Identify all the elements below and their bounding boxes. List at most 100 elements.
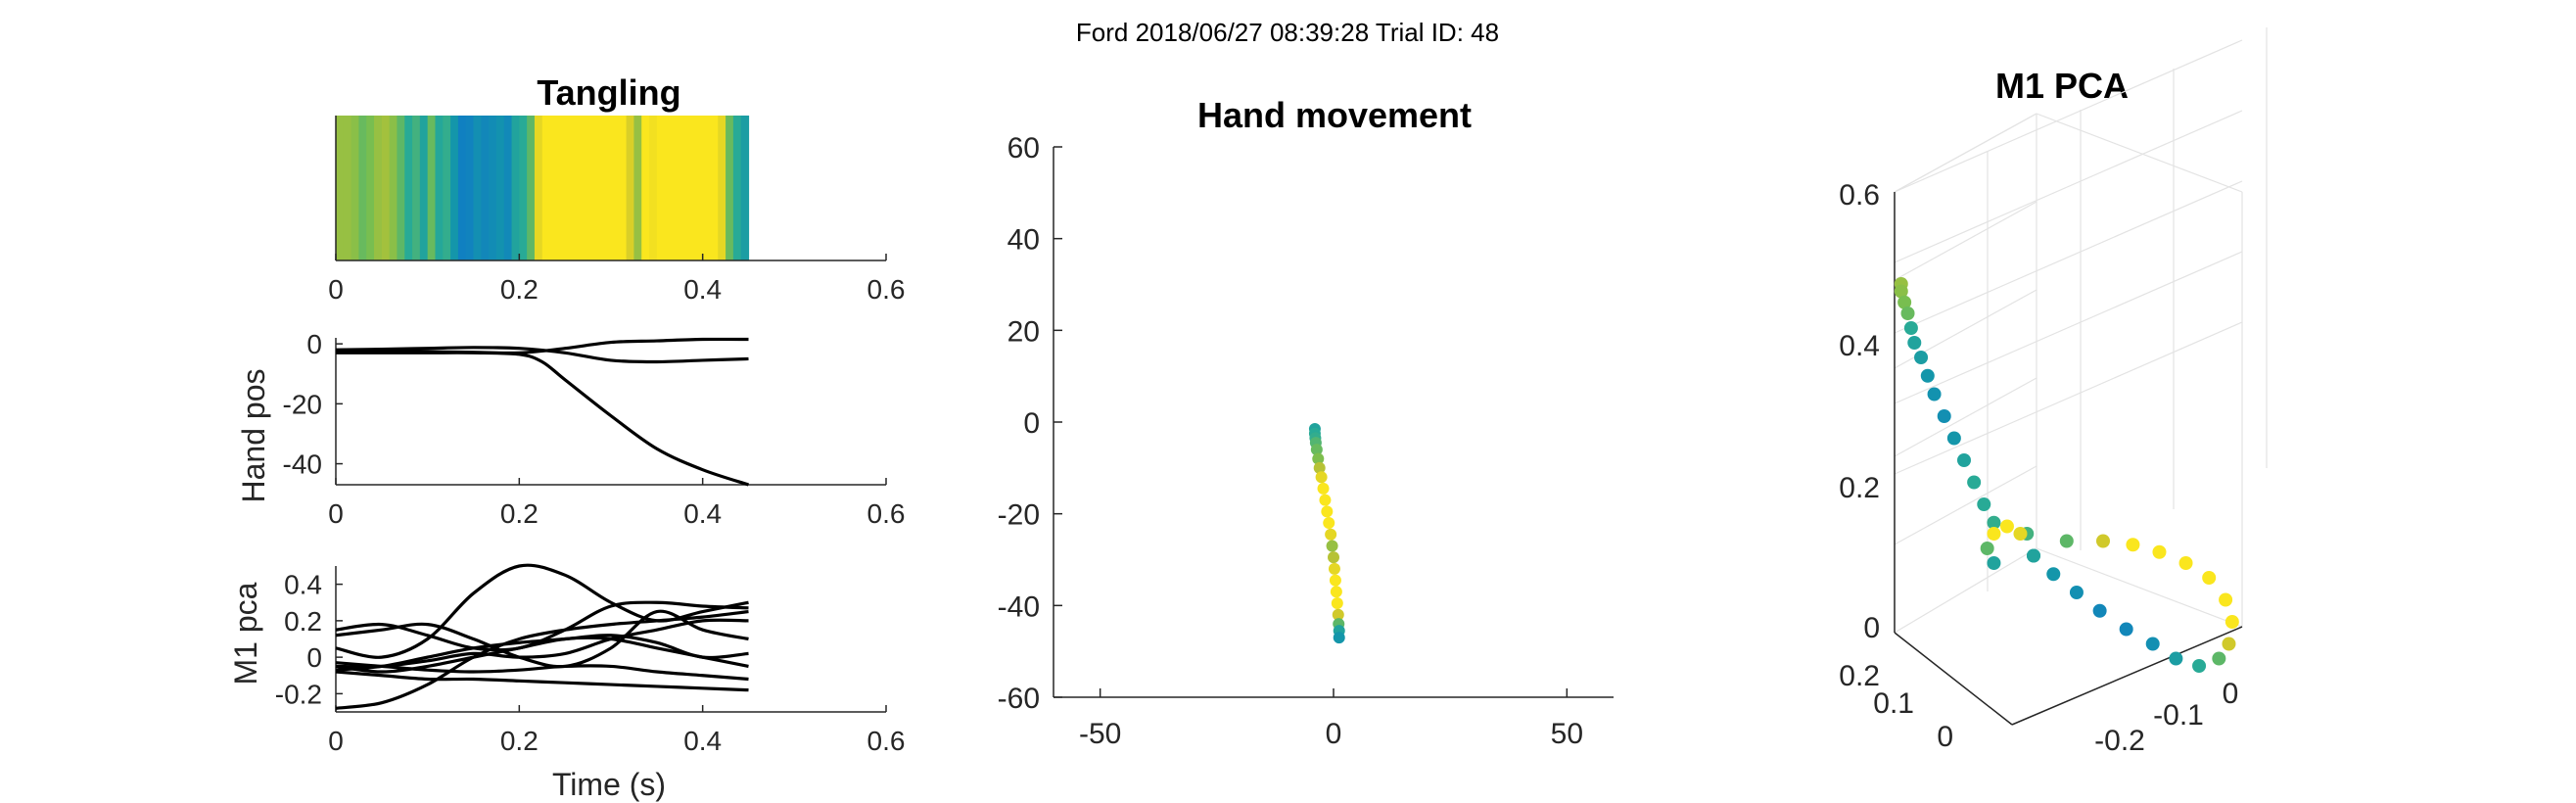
x-tick-label: 0.2 [500, 498, 539, 529]
tangling-cell [557, 116, 566, 260]
tangling-cell [534, 116, 543, 260]
tangling-cell [351, 116, 360, 260]
tangling-cell [404, 116, 413, 260]
hand-point [1330, 586, 1342, 598]
hand-point [1317, 482, 1330, 495]
tangling-cell [495, 116, 505, 260]
tangling-cell [732, 116, 742, 260]
y-tick-label: -20 [283, 389, 322, 419]
m1-pca-3d-points [1894, 277, 2239, 673]
x-tick-label: 0.4 [683, 726, 722, 756]
hand-y-tick-label: 60 [1007, 132, 1040, 165]
series-line-8 [335, 670, 749, 692]
tangling-cell [641, 116, 650, 260]
tangling-panel: Tangling 0 0.2 0.4 0.6 [328, 72, 905, 305]
tangling-cell [397, 116, 405, 260]
tangling-cell [473, 116, 482, 260]
pca-3d-point [2027, 548, 2040, 563]
hand-point [1325, 528, 1337, 541]
hand-y-tick-label: 40 [1007, 224, 1040, 257]
hand-point [1332, 608, 1344, 621]
y-tick-label: -40 [283, 449, 322, 480]
tangling-x-tick-label: 0.2 [500, 274, 539, 305]
pca-3d-point [1999, 519, 2014, 534]
hand-point [1319, 494, 1332, 506]
tangling-cell [633, 116, 642, 260]
z-tick-label: 0 [1863, 612, 1880, 644]
grid-line [1973, 480, 2242, 684]
pca-3d-point [1957, 453, 1971, 467]
pca-3d-point [2202, 571, 2217, 585]
x-tick-label: -0.2 [2094, 725, 2145, 757]
tangling-cell [740, 116, 750, 260]
pca-3d-point [2126, 538, 2140, 552]
tangling-cell [702, 116, 712, 260]
x-tick-label: 0.2 [500, 726, 539, 756]
z-tick-label: 0.6 [1839, 179, 1880, 212]
pca-3d-point [1946, 431, 1961, 446]
tangling-cell [687, 116, 696, 260]
tangling-title: Tangling [537, 72, 680, 113]
hand-point [1333, 632, 1345, 644]
pca-3d-point [2169, 651, 2183, 666]
series-line-5 [335, 636, 749, 674]
tangling-cell [672, 116, 680, 260]
hand-pos-panel: 0 0.2 0.4 0.6 0 -20 -40 Hand pos [236, 329, 905, 529]
tangling-cell [358, 116, 367, 260]
grid-line [1894, 251, 2243, 404]
pca-3d-point [2145, 637, 2160, 651]
tangling-cell [457, 116, 467, 260]
m1-pca-3d-panel: M1 PCA 0.60.40.200.20.100-0.1-0.2 [1839, 27, 2268, 757]
hand-x-tick-label: -50 [1079, 718, 1121, 750]
tangling-cell [611, 116, 620, 260]
tangling-cell [412, 116, 421, 260]
tangling-cell [374, 116, 383, 260]
series-line-4 [335, 609, 749, 669]
tangling-cell [450, 116, 459, 260]
series-line-2 [335, 337, 749, 355]
grid-line [1895, 480, 2242, 633]
pca-3d-point [1900, 307, 1915, 320]
hand-y-tick-label: -60 [998, 683, 1040, 715]
grid-line [2036, 547, 2243, 628]
tangling-cell [435, 116, 444, 260]
grid-line [2012, 480, 2242, 709]
y-axis-line [1894, 632, 2013, 726]
pca-3d-point [1937, 409, 1951, 423]
tangling-x-tick-label: 0 [328, 274, 344, 305]
pca-3d-point [1903, 321, 1918, 335]
hand-movement-axes: -50 0 50 60 40 20 0 -20 -40 -60 [998, 132, 1614, 750]
hand-point [1313, 461, 1326, 474]
tangling-x-tick-label: 0.4 [683, 274, 722, 305]
hand-pos-ylabel: Hand pos [236, 369, 271, 503]
pca-3d-point [1907, 336, 1922, 350]
pca-3d-point [1987, 527, 2001, 541]
grid-line [2036, 113, 2243, 193]
tangling-cell [503, 116, 513, 260]
pca-3d-point [2178, 556, 2193, 570]
time-xlabel: Time (s) [552, 767, 666, 802]
pca-3d-point [2225, 615, 2239, 629]
hand-y-tick-label: 20 [1007, 315, 1040, 348]
tangling-cell [679, 116, 688, 260]
x-tick-label: 0 [328, 726, 344, 756]
tangling-cell [336, 116, 345, 260]
tangling-cell [595, 116, 604, 260]
y-tick-label: 0.2 [284, 606, 322, 637]
tangling-cell [443, 116, 451, 260]
y-tick-label: -0.2 [275, 679, 322, 709]
hand-point [1331, 596, 1343, 609]
pca-3d-point [1927, 387, 1942, 402]
hand-point [1321, 505, 1334, 518]
pca-3d-point [1894, 284, 1908, 299]
x-tick-label: 0.4 [683, 498, 722, 529]
hand-point [1326, 540, 1338, 552]
hand-pos-axes: 0 0.2 0.4 0.6 0 -20 -40 [283, 329, 906, 529]
tangling-cell [580, 116, 589, 260]
pca-3d-point [1914, 351, 1929, 364]
x-tick-label: 0.6 [867, 726, 906, 756]
pca-3d-point [2222, 637, 2236, 651]
z-tick-label: 0.4 [1839, 330, 1880, 362]
pca-3d-point [2152, 544, 2167, 559]
pca-3d-point [2219, 592, 2233, 607]
